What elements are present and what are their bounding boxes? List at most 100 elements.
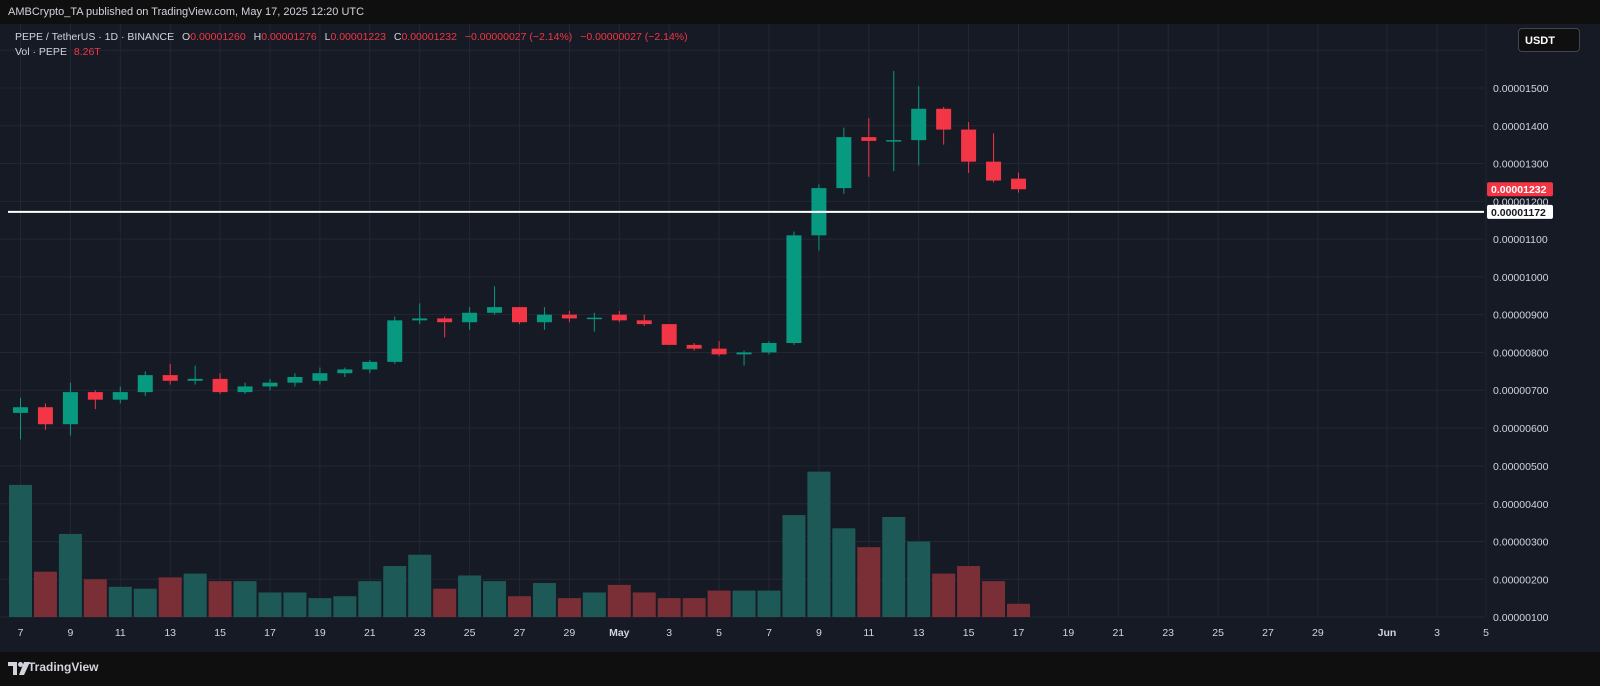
volume-bar (807, 471, 831, 617)
candle-body[interactable] (512, 307, 527, 323)
currency-button[interactable]: USDT (1518, 28, 1580, 52)
volume-bar (557, 598, 581, 617)
volume-bar (133, 588, 157, 617)
date-axis-label: 21 (1112, 627, 1124, 639)
low-value: 0.00001223 (330, 31, 386, 43)
chart-area[interactable]: 0.00001500 0.00001400 0.00001300 0.00001200… (0, 24, 1600, 652)
volume-bar (58, 533, 82, 617)
candle-body[interactable] (886, 140, 902, 142)
volume-legend: Vol · PEPE 8.26T (15, 45, 688, 60)
open-label: O (182, 31, 191, 43)
volume-bar (183, 573, 207, 617)
volume-bar (882, 516, 906, 617)
candle-body[interactable] (237, 386, 253, 393)
date-axis-label: 27 (1262, 627, 1274, 639)
volume-bar (957, 566, 981, 617)
volume-bar (932, 573, 956, 617)
candle-body[interactable] (586, 317, 602, 320)
candle-body[interactable] (936, 108, 952, 130)
price-chart[interactable]: 0.000015000.000014000.000013000.00001200… (0, 24, 1600, 652)
volume-bar (483, 581, 507, 617)
candle-body[interactable] (786, 235, 802, 343)
volume-bar (383, 566, 407, 617)
candle-body[interactable] (412, 318, 428, 321)
candle-body[interactable] (761, 343, 777, 353)
price-axis-label: 0.00001000 (1493, 272, 1549, 284)
price-axis-label: 0.00001500 (1493, 83, 1549, 95)
date-axis-label: 19 (1063, 627, 1075, 639)
footer: TradingView (0, 652, 1600, 686)
candle-body[interactable] (337, 369, 353, 374)
date-axis-label: 29 (564, 627, 576, 639)
date-axis-label: 9 (67, 627, 73, 639)
volume-bar (108, 586, 132, 617)
date-axis-label: 13 (164, 627, 176, 639)
candle-body[interactable] (362, 361, 378, 370)
volume-bar (682, 598, 706, 617)
tradingview-brand[interactable]: TradingView (28, 660, 99, 674)
candle-body[interactable] (636, 320, 652, 325)
volume-axis-label: 0.00000200 (1493, 574, 1549, 586)
date-axis-label: 17 (264, 627, 276, 639)
candle-body[interactable] (462, 312, 478, 323)
candle-body[interactable] (661, 324, 677, 345)
last-price-badge (1487, 182, 1553, 197)
candle-body[interactable] (611, 314, 627, 321)
candle-body[interactable] (112, 392, 128, 400)
price-axis-label: 0.00001100 (1493, 234, 1548, 246)
candle-body[interactable] (711, 348, 727, 355)
tradingview-logo-icon[interactable] (8, 662, 32, 676)
date-axis-label: 21 (364, 627, 376, 639)
candle-body[interactable] (212, 378, 228, 393)
date-axis-label: 13 (913, 627, 925, 639)
candle-body[interactable] (162, 375, 178, 381)
date-axis-label: 11 (863, 627, 874, 639)
volume-bar (333, 596, 357, 617)
candle-body[interactable] (487, 307, 503, 313)
date-axis-label: 23 (414, 627, 426, 639)
date-axis-label: 19 (314, 627, 326, 639)
candle-body[interactable] (986, 161, 1002, 181)
price-axis-label: 0.00000800 (1493, 347, 1549, 359)
volume-bar (782, 515, 806, 617)
candle-body[interactable] (536, 314, 552, 323)
candle-body[interactable] (1011, 178, 1026, 190)
volume-axis-label: 0.00000300 (1493, 537, 1549, 549)
candle-body[interactable] (287, 377, 303, 383)
candle-body[interactable] (13, 407, 28, 413)
volume-bar (83, 579, 107, 617)
date-axis-label: Jun (1378, 627, 1397, 639)
candle-body[interactable] (686, 344, 702, 349)
date-axis-label: 27 (514, 627, 526, 639)
candle-body[interactable] (961, 129, 977, 162)
candle-body[interactable] (561, 314, 577, 319)
volume-label[interactable]: Vol · PEPE (15, 46, 67, 58)
date-axis-label: 3 (666, 627, 672, 639)
candle-body[interactable] (312, 373, 328, 381)
candle-body[interactable] (836, 137, 852, 189)
candle-body[interactable] (87, 392, 103, 400)
volume-bar (258, 592, 282, 617)
candle-body[interactable] (187, 378, 203, 381)
price-axis-label: 0.00001400 (1493, 121, 1549, 133)
volume-bar (233, 581, 257, 617)
symbol-label[interactable]: PEPE / TetherUS · 1D · BINANCE (15, 31, 175, 43)
volume-bar (33, 571, 57, 617)
volume-bar (458, 575, 482, 617)
candle-body[interactable] (37, 407, 53, 425)
volume-bar (308, 598, 332, 617)
candle-body[interactable] (861, 137, 877, 141)
open-value: 0.00001260 (190, 31, 246, 43)
volume-axis-label: 0.00000100 (1493, 612, 1549, 624)
candle-body[interactable] (62, 392, 78, 425)
candle-body[interactable] (387, 320, 403, 362)
date-axis-label: 15 (214, 627, 226, 639)
last-price-value: 0.00001232 (1491, 184, 1547, 196)
candle-body[interactable] (437, 318, 453, 323)
candle-body[interactable] (911, 108, 927, 141)
candle-body[interactable] (137, 375, 153, 393)
date-axis-label: 7 (766, 627, 772, 639)
line-price-value: 0.00001172 (1491, 207, 1546, 219)
candle-body[interactable] (262, 382, 278, 387)
candle-body[interactable] (736, 352, 752, 355)
